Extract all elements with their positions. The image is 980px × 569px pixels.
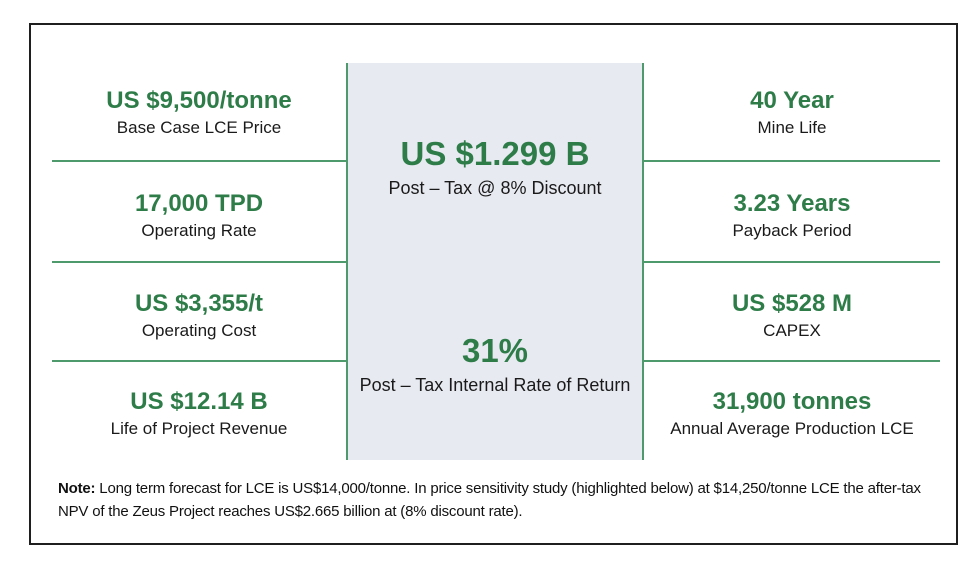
metric-label: Life of Project Revenue: [110, 419, 288, 438]
metric-label: Mine Life: [757, 118, 827, 137]
metric-post-tax-npv: US $1.299 B Post – Tax @ 8% Discount: [346, 133, 644, 201]
metric-value: US $3,355/t: [134, 290, 264, 317]
metric-post-tax-irr: 31% Post – Tax Internal Rate of Return: [346, 330, 644, 398]
project-metrics-board: US $9,500/tonne Base Case LCE Price 17,0…: [29, 23, 958, 545]
metric-label: Operating Cost: [141, 321, 257, 340]
metric-capex: US $528 M CAPEX: [644, 289, 940, 342]
divider-line: [644, 261, 940, 263]
metric-value: US $1.299 B: [400, 135, 590, 172]
metric-value: 17,000 TPD: [134, 190, 264, 217]
divider-line: [644, 160, 940, 162]
metric-value: US $528 M: [731, 290, 853, 317]
metric-value: US $9,500/tonne: [106, 87, 292, 114]
metric-label: Post – Tax @ 8% Discount: [388, 178, 602, 198]
metric-value: 31,900 tonnes: [712, 388, 872, 415]
npv-irr-highlight-panel: [346, 63, 644, 460]
metric-label: Operating Rate: [141, 221, 257, 240]
metric-life-of-project-revenue: US $12.14 B Life of Project Revenue: [52, 387, 346, 440]
footnote-text: Long term forecast for LCE is US$14,000/…: [58, 480, 921, 520]
footnote: Note: Long term forecast for LCE is US$1…: [58, 477, 938, 523]
metric-value: 40 Year: [750, 87, 834, 114]
metric-base-case-lce-price: US $9,500/tonne Base Case LCE Price: [52, 86, 346, 139]
metric-payback-period: 3.23 Years Payback Period: [644, 189, 940, 242]
metric-label: Payback Period: [732, 221, 852, 240]
divider-line: [52, 360, 346, 362]
divider-line: [52, 261, 346, 263]
metric-operating-rate: 17,000 TPD Operating Rate: [52, 189, 346, 242]
metric-label: Post – Tax Internal Rate of Return: [359, 375, 631, 395]
metric-annual-average-production: 31,900 tonnes Annual Average Production …: [644, 387, 940, 440]
footnote-prefix: Note:: [58, 480, 96, 497]
metric-operating-cost: US $3,355/t Operating Cost: [52, 289, 346, 342]
metric-label: CAPEX: [763, 321, 821, 340]
metric-label: Base Case LCE Price: [116, 118, 282, 137]
metric-mine-life: 40 Year Mine Life: [644, 86, 940, 139]
divider-line: [52, 160, 346, 162]
metric-value: 31%: [461, 332, 529, 369]
metric-value: US $12.14 B: [130, 388, 268, 415]
metric-value: 3.23 Years: [733, 190, 851, 217]
metric-label: Annual Average Production LCE: [670, 419, 914, 438]
divider-line: [644, 360, 940, 362]
